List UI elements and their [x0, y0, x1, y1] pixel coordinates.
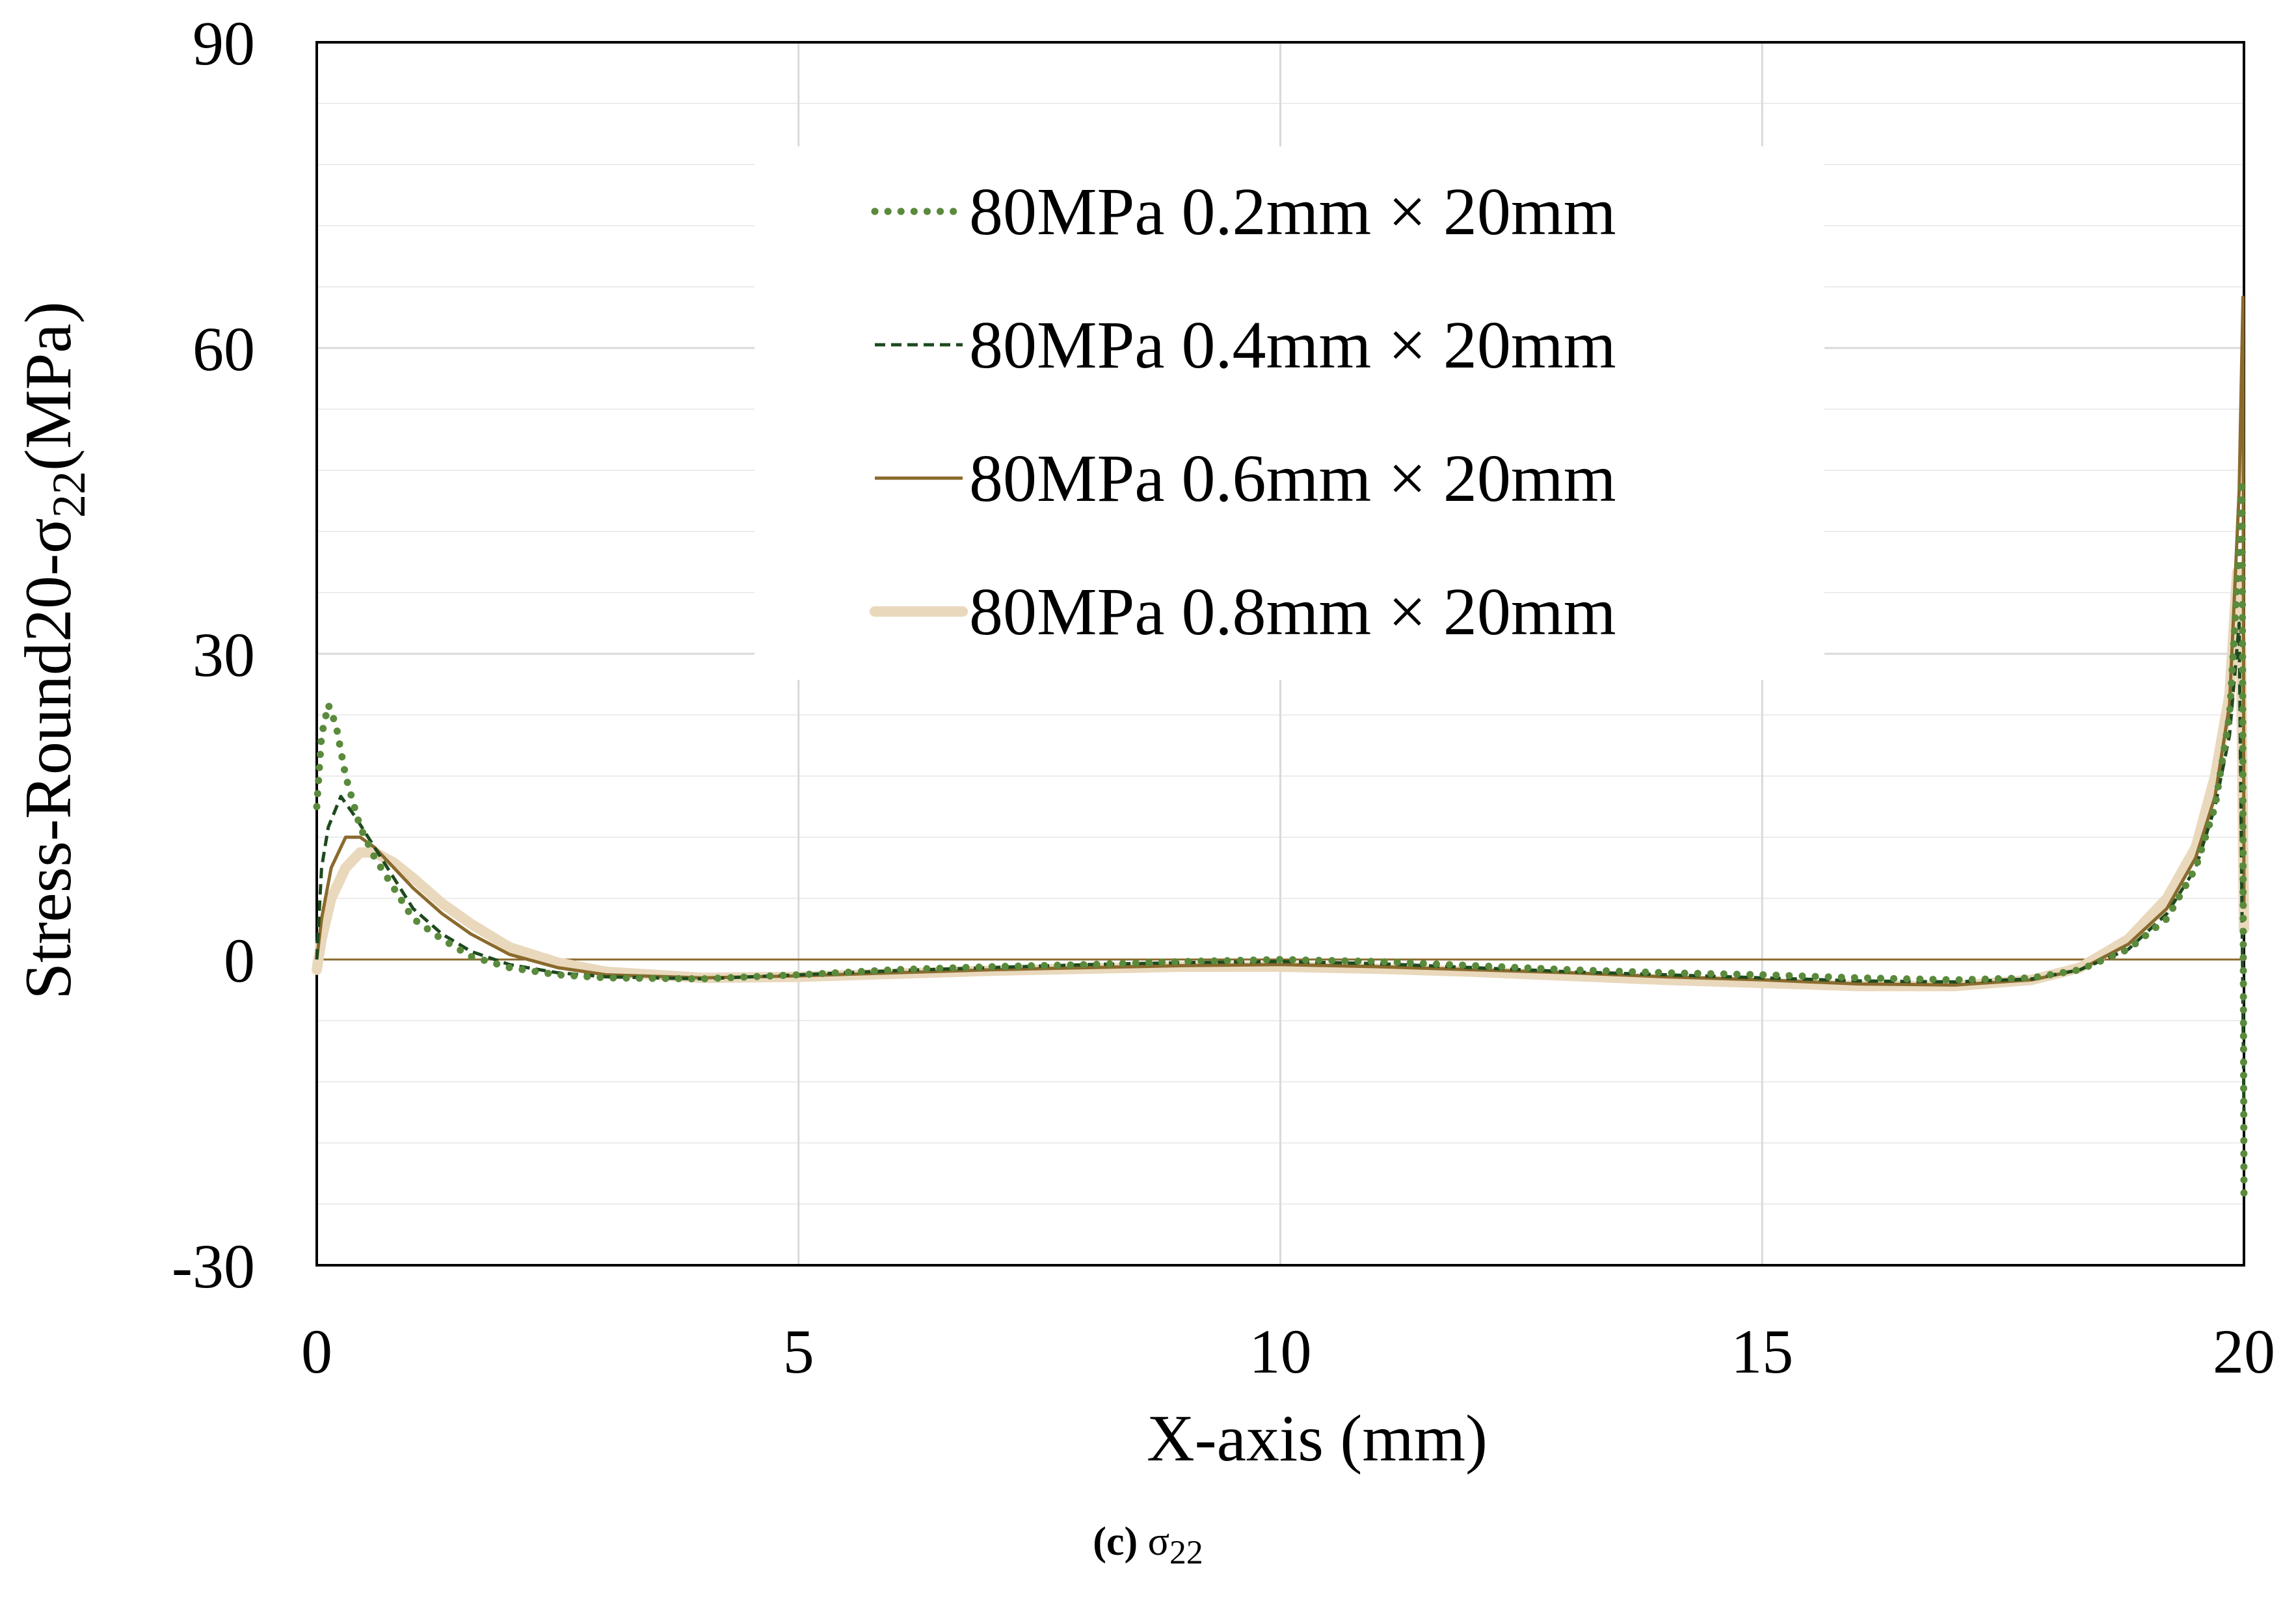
- legend-label: 80MPa 0.8mm × 20mm: [969, 574, 1616, 649]
- legend-background: [754, 146, 1824, 680]
- y-axis-title: Stress-Round20-σ22(MPa): [12, 301, 95, 999]
- legend-label: 80MPa 0.4mm × 20mm: [969, 308, 1616, 382]
- y-axis-title-main: Stress-Round20-σ: [12, 518, 85, 1000]
- legend-label: 80MPa 0.2mm × 20mm: [969, 174, 1616, 249]
- x-tick-labels: 0 5 10 15 20: [301, 1317, 2275, 1386]
- series-line: [315, 295, 2246, 987]
- series-layer: [312, 295, 2249, 1198]
- y-tick-label: 30: [193, 620, 255, 690]
- y-axis-title-subscript: 22: [43, 471, 95, 518]
- x-axis-title: X-axis (mm): [1147, 1402, 1488, 1475]
- legend: 80MPa 0.2mm × 20mm 80MPa 0.4mm × 20mm 80MP…: [754, 146, 1824, 680]
- x-tick-label: 20: [2213, 1317, 2275, 1386]
- y-tick-label: -30: [172, 1231, 255, 1301]
- y-tick-labels: -30 0 30 60 90: [172, 8, 255, 1301]
- x-tick-label: 15: [1731, 1317, 1793, 1386]
- caption-label: (c): [1093, 1520, 1138, 1564]
- caption-symbol: σ: [1147, 1520, 1170, 1564]
- y-tick-label: 60: [193, 314, 255, 384]
- x-tick-label: 5: [783, 1317, 814, 1386]
- figure-caption: (c) σ22: [0, 1519, 2296, 1572]
- caption-subscript: 22: [1169, 1534, 1203, 1572]
- y-axis-title-unit: (MPa): [12, 301, 85, 471]
- legend-label: 80MPa 0.6mm × 20mm: [969, 441, 1616, 516]
- y-tick-label: 90: [193, 8, 255, 78]
- x-tick-label: 0: [301, 1317, 332, 1386]
- series-line: [313, 477, 2248, 1198]
- x-tick-label: 10: [1249, 1317, 1312, 1386]
- y-tick-label: 0: [224, 926, 255, 995]
